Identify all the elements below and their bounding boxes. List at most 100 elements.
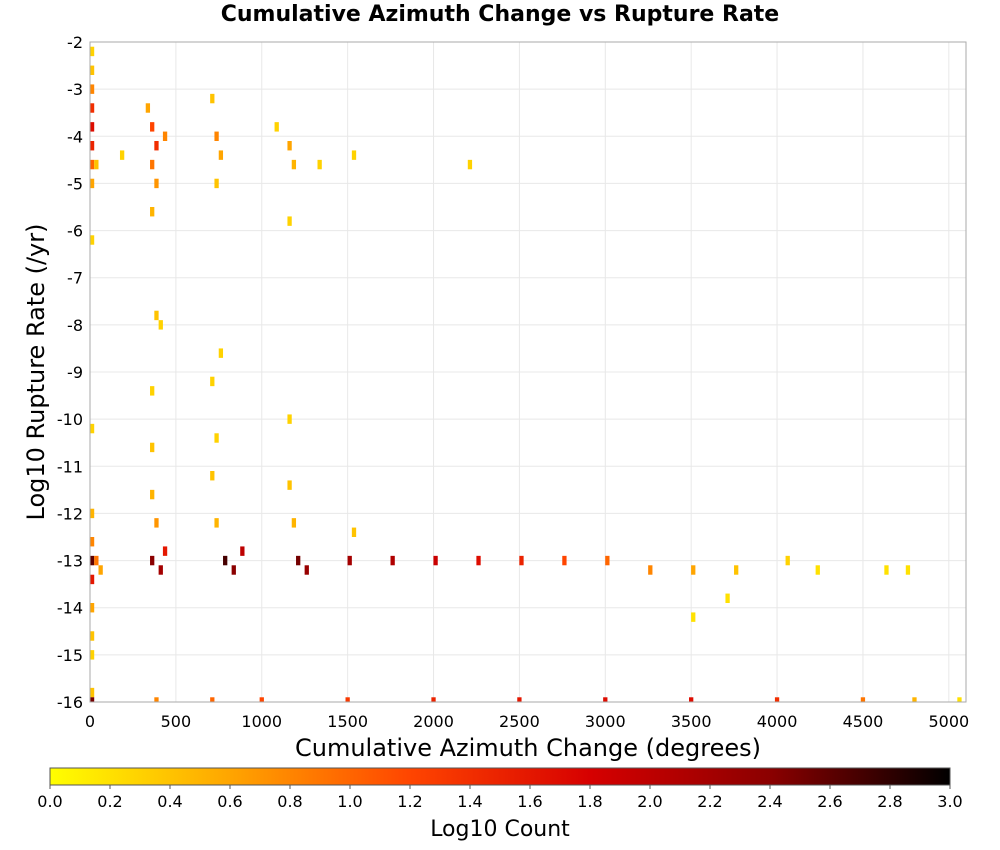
heatmap-cell — [94, 159, 99, 170]
heatmap-cell — [90, 159, 95, 170]
heatmap-cell — [154, 141, 159, 151]
heatmap-cell — [648, 565, 653, 575]
heatmap-cell — [154, 518, 159, 528]
heatmap-cell — [691, 565, 696, 575]
heatmap-cell — [98, 565, 103, 575]
heatmap-cell — [734, 565, 739, 575]
heatmap-cell — [259, 697, 264, 702]
heatmap-cell — [210, 376, 215, 387]
heatmap-cell — [214, 433, 219, 443]
heatmap-cell — [150, 386, 155, 396]
colorbar-tick-label: 0.4 — [157, 792, 182, 811]
heatmap-cell — [287, 480, 292, 490]
heatmap-cell — [785, 555, 790, 566]
colorbar-tick-label: 1.6 — [517, 792, 542, 811]
heatmap-cell — [154, 697, 159, 702]
heatmap-cell — [390, 555, 395, 566]
heatmap-cell — [912, 697, 917, 702]
heatmap-cell — [725, 593, 730, 603]
y-tick-label: -15 — [57, 646, 83, 665]
heatmap-cell — [210, 471, 215, 481]
heatmap-cell — [90, 84, 95, 94]
heatmap-cell — [691, 612, 696, 622]
colorbar-tick-label: 1.8 — [577, 792, 602, 811]
heatmap-cell — [603, 697, 608, 702]
heatmap-cell — [90, 103, 95, 113]
x-tick-label: 4000 — [757, 712, 798, 731]
y-tick-label: -2 — [67, 33, 83, 52]
heatmap-cell — [145, 103, 151, 113]
heatmap-cell — [90, 650, 95, 660]
heatmap-cell — [223, 555, 228, 566]
heatmap-cell — [90, 65, 95, 75]
y-tick-label: -16 — [57, 693, 83, 712]
x-tick-label: 3500 — [671, 712, 712, 731]
y-tick-label: -8 — [67, 316, 83, 335]
heatmap-cell — [957, 697, 962, 702]
heatmap-cell — [90, 537, 95, 547]
heatmap-cell — [90, 122, 95, 132]
heatmap-cell — [90, 508, 95, 519]
y-tick-label: -5 — [67, 174, 83, 193]
y-tick-label: -3 — [67, 80, 83, 99]
heatmap-cell — [162, 131, 168, 141]
heatmap-cell — [240, 546, 245, 556]
heatmap-cell — [517, 697, 522, 702]
heatmap-cell — [287, 141, 292, 151]
heatmap-cell — [274, 122, 279, 132]
heatmap-cell — [150, 489, 155, 500]
y-tick-label: -10 — [57, 410, 83, 429]
heatmap-cell — [815, 565, 820, 575]
heatmap-cell — [90, 178, 95, 189]
heatmap-cell — [90, 603, 95, 613]
colorbar-tick-label: 0.0 — [37, 792, 62, 811]
x-tick-label: 4500 — [843, 712, 884, 731]
colorbar-tick-label: 1.4 — [457, 792, 482, 811]
heatmap-cell — [214, 131, 219, 141]
heatmap-cell — [317, 159, 322, 170]
x-tick-label: 1500 — [327, 712, 368, 731]
heatmap-cell — [345, 697, 350, 702]
y-axis-title: Log10 Rupture Rate (/yr) — [22, 224, 50, 521]
heatmap-cell — [291, 159, 297, 170]
colorbar-tick-label: 2.6 — [817, 792, 842, 811]
heatmap-cell — [158, 565, 163, 575]
chart-title: Cumulative Azimuth Change vs Rupture Rat… — [220, 2, 780, 27]
grid — [89, 41, 966, 703]
colorbar-tick-label: 2.4 — [757, 792, 782, 811]
heatmap-cell — [90, 235, 95, 245]
heatmap-cell — [154, 178, 159, 189]
y-tick-label: -14 — [57, 599, 83, 618]
y-tick-label: -9 — [67, 363, 83, 382]
heatmap-cell — [158, 320, 163, 330]
colorbar-tick-label: 3.0 — [937, 792, 962, 811]
heatmap-cell — [231, 565, 236, 575]
y-tick-label: -6 — [67, 222, 83, 241]
heatmap-cell — [296, 555, 301, 566]
heatmap-cell — [90, 574, 95, 585]
heatmap-cell — [218, 150, 224, 160]
heatmap-cell — [162, 546, 168, 556]
colorbar-tick-label: 1.0 — [337, 792, 362, 811]
x-tick-label: 2000 — [413, 712, 454, 731]
heatmap-cell — [90, 46, 95, 57]
heatmap-cell — [150, 442, 155, 453]
plot-frame — [89, 41, 967, 703]
heatmap-cell — [214, 518, 219, 528]
y-tick-label: -13 — [57, 552, 83, 571]
colorbar-title: Log10 Count — [430, 817, 570, 842]
y-axis-ticks: -2 -3 -4 -5 -6 -7 -8 -9 -10 -11 -12 -13 -14 -15 -16 — [57, 33, 83, 712]
x-tick-label: 3000 — [585, 712, 626, 731]
heatmap-cell — [154, 310, 159, 321]
x-axis-title: Cumulative Azimuth Change (degrees) — [295, 734, 761, 762]
heatmap-cell — [467, 159, 473, 170]
heatmap-cell — [905, 565, 911, 575]
heatmap-cell — [90, 697, 95, 702]
x-axis-ticks: 0 500 1000 1500 2000 2500 3000 3500 4000 4500 5000 — [85, 712, 969, 731]
heatmap-cell — [210, 93, 215, 104]
heatmap-cell — [304, 565, 309, 575]
colorbar-tick-label: 2.8 — [877, 792, 902, 811]
colorbar-tick-label: 2.0 — [637, 792, 662, 811]
y-tick-label: -4 — [67, 127, 83, 146]
heatmap-cell — [150, 555, 155, 566]
